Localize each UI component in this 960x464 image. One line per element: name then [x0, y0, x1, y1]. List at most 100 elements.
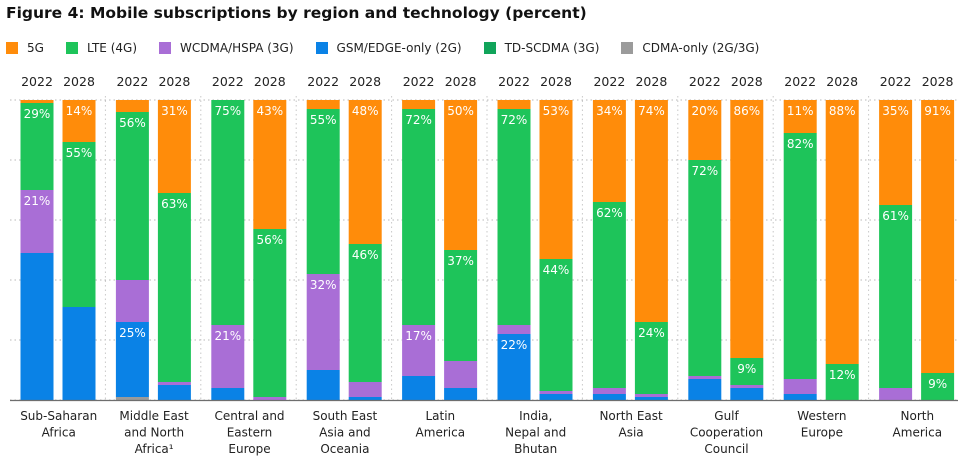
- legend-item-cdma: CDMA-only (2G/3G): [621, 41, 759, 55]
- region-label: South East: [313, 409, 378, 423]
- stacked-bar: 22% 72%: [497, 100, 531, 400]
- data-label: 44%: [543, 263, 570, 277]
- data-label: 50%: [447, 104, 474, 118]
- bar-segment-gsm: [688, 379, 722, 400]
- data-label: 11%: [787, 104, 814, 118]
- bar-segment-wcdma: [402, 325, 436, 376]
- bar-segment-wcdma: [879, 388, 913, 400]
- bar-segment-lte: [688, 160, 722, 376]
- bar-segment-wcdma: [157, 382, 191, 385]
- legend-swatch-td-scdma-icon: [483, 42, 496, 54]
- year-label: 2022: [307, 74, 339, 89]
- data-label: 24%: [638, 326, 665, 340]
- legend-swatch-wcdma-icon: [159, 42, 171, 54]
- data-label: 31%: [161, 104, 188, 118]
- bar-segment-gsm: [444, 388, 478, 400]
- stacked-bar: 12% 88%: [825, 100, 859, 400]
- region-group: 62% 34% 2022 24% 74% 2028 North East Asia: [592, 74, 668, 440]
- bar-segment-gsm: [62, 307, 96, 400]
- bar-segment-wcdma: [592, 388, 626, 394]
- bar-segment-wcdma: [20, 190, 54, 253]
- bar-segment-5g: [306, 100, 340, 109]
- data-label: 75%: [214, 104, 241, 118]
- bar-segment-lte: [157, 193, 191, 382]
- region-label: India,: [519, 409, 552, 423]
- bar-segment-lte: [306, 109, 340, 274]
- region-label: Sub-Saharan: [20, 409, 97, 423]
- data-label: 61%: [882, 209, 909, 223]
- year-label: 2028: [826, 74, 858, 89]
- bar-segment-wcdma: [497, 325, 531, 334]
- legend-label-5g: 5G: [27, 41, 44, 55]
- data-label: 37%: [447, 254, 474, 268]
- bar-segment-gsm: [20, 253, 54, 400]
- data-label: 22%: [501, 338, 528, 352]
- region-group: 17% 72% 2022 37% 50% 2028 Latin America: [402, 74, 478, 440]
- bar-segment-5g: [730, 100, 764, 358]
- stacked-bar: 72% 20%: [688, 100, 722, 400]
- bar-segment-5g: [62, 100, 96, 142]
- bar-segment-5g: [444, 100, 478, 250]
- data-label: 34%: [596, 104, 623, 118]
- region-label: Cooperation: [690, 426, 763, 440]
- bar-segment-gsm: [348, 397, 382, 400]
- bar-segment-5g: [879, 100, 913, 205]
- legend-label-td-scdma: TD-SCDMA (3G): [504, 41, 600, 55]
- region-label: Council: [704, 442, 748, 456]
- region-group: 21% 29% 2022 55% 14% 2028 Sub-Saharan Africa: [20, 74, 97, 440]
- region-label: Africa: [42, 426, 76, 440]
- data-label: 56%: [119, 116, 146, 130]
- year-label: 2022: [212, 74, 244, 89]
- bar-segment-lte: [879, 205, 913, 388]
- data-label: 63%: [161, 197, 188, 211]
- bar-segment-gsm: [730, 388, 764, 400]
- region-label: Western: [797, 409, 846, 423]
- data-label: 48%: [352, 104, 379, 118]
- region-group: 32% 55% 2022 46% 48% 2028 South East Asia and Oc…: [306, 74, 382, 456]
- data-label: 9%: [928, 377, 947, 391]
- bar-segment-lte: [211, 100, 245, 325]
- bar-segment-lte: [20, 103, 54, 190]
- legend-swatch-gsm-icon: [315, 42, 328, 54]
- bar-segment-5g: [539, 100, 573, 259]
- bar-segment-gsm: [497, 334, 531, 400]
- bar-segment-5g: [592, 100, 626, 202]
- group-separators: [104, 96, 870, 400]
- stacked-bar: 21% 75%: [211, 100, 245, 400]
- bar-segment-5g: [825, 100, 859, 364]
- stacked-bar: 44% 53%: [539, 100, 573, 400]
- bar-segment-cdma: [115, 397, 149, 400]
- region-group: 61% 35% 2022 9% 91% 2028 North America: [879, 74, 955, 440]
- bar-segment-lte: [825, 364, 859, 400]
- bar-segment-lte: [539, 259, 573, 391]
- bar-segment-wcdma: [115, 280, 149, 322]
- stacked-bar: 9% 91%: [921, 100, 955, 400]
- legend-label-gsm: GSM/EDGE-only (2G): [336, 41, 462, 55]
- bar-segment-lte: [634, 322, 668, 394]
- region-group: 22% 72% 2022 44% 53% 2028 India, Nepal and Bhuta…: [497, 74, 573, 456]
- data-label: 91%: [924, 104, 951, 118]
- stacked-bar: 21% 29%: [20, 100, 54, 400]
- chart-legend: 5G LTE (4G) WCDMA/HSPA (3G) GSM/EDGE-onl…: [6, 38, 781, 58]
- region-label: Asia and: [319, 426, 371, 440]
- bar-segment-5g: [348, 100, 382, 244]
- bar-segment-gsm: [783, 394, 817, 400]
- legend-label-cdma: CDMA-only (2G/3G): [642, 41, 760, 55]
- legend-swatch-cdma-icon: [621, 42, 634, 54]
- data-label: 62%: [596, 206, 623, 220]
- region-label: Bhutan: [514, 442, 557, 456]
- year-label: 2022: [593, 74, 625, 89]
- legend-item-td-scdma: TD-SCDMA (3G): [483, 41, 600, 55]
- bar-segment-gsm: [306, 370, 340, 400]
- region-label: Central and: [214, 409, 284, 423]
- bar-segment-gsm: [402, 376, 436, 400]
- stacked-bar: 82% 11%: [783, 100, 817, 400]
- bar-segment-5g: [402, 100, 436, 109]
- data-label: 53%: [543, 104, 570, 118]
- bar-segment-5g: [634, 100, 668, 322]
- bar-segment-lte: [783, 133, 817, 379]
- bar-segment-lte: [444, 250, 478, 361]
- bar-segment-gsm: [592, 394, 626, 400]
- data-label: 14%: [66, 104, 93, 118]
